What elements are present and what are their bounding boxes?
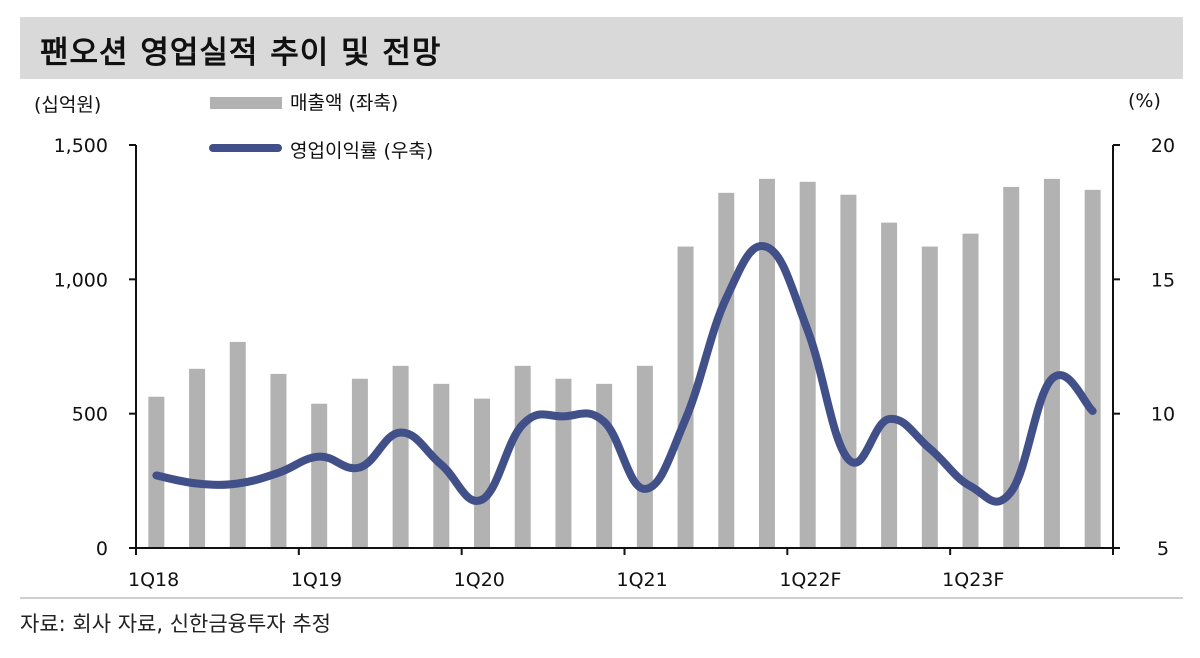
bar bbox=[1043, 178, 1060, 549]
bar bbox=[677, 246, 694, 548]
bar bbox=[921, 246, 938, 548]
bar-series bbox=[148, 178, 1101, 549]
bar bbox=[1003, 186, 1020, 549]
bar bbox=[758, 178, 775, 549]
svg-text:1Q22F: 1Q22F bbox=[779, 569, 841, 591]
left-axis-ticks: 0 500 1,000 1,500 bbox=[54, 135, 136, 560]
legend-bar-swatch bbox=[210, 97, 282, 109]
bar bbox=[474, 398, 491, 548]
svg-text:15: 15 bbox=[1151, 269, 1175, 291]
bar bbox=[636, 365, 653, 548]
svg-text:10: 10 bbox=[1151, 404, 1175, 426]
svg-text:20: 20 bbox=[1151, 135, 1175, 157]
bar bbox=[1084, 189, 1101, 548]
svg-text:1Q20: 1Q20 bbox=[454, 569, 505, 591]
bar bbox=[799, 181, 816, 549]
bar bbox=[840, 194, 857, 548]
legend-bar-label: 매출액 (좌축) bbox=[290, 92, 399, 114]
right-axis-ticks: 5 10 15 20 bbox=[1113, 135, 1175, 560]
title-bar: 팬오션 영업실적 추이 및 전망 bbox=[20, 17, 1183, 79]
bar bbox=[555, 378, 572, 548]
bar bbox=[189, 368, 206, 548]
svg-text:1,500: 1,500 bbox=[54, 135, 108, 157]
legend-line-label: 영업이익률 (우축) bbox=[290, 140, 434, 162]
svg-text:1Q23F: 1Q23F bbox=[942, 569, 1004, 591]
svg-text:1Q18: 1Q18 bbox=[128, 569, 179, 591]
svg-text:500: 500 bbox=[72, 404, 108, 426]
x-axis-ticks: 1Q18 1Q19 1Q20 1Q21 1Q22F 1Q23F bbox=[128, 548, 1114, 591]
svg-text:1,000: 1,000 bbox=[54, 269, 108, 291]
bar bbox=[514, 365, 531, 548]
bar bbox=[881, 222, 898, 549]
svg-text:1Q21: 1Q21 bbox=[617, 569, 668, 591]
svg-text:1Q19: 1Q19 bbox=[291, 569, 342, 591]
bar bbox=[962, 233, 979, 548]
bar bbox=[311, 403, 328, 548]
left-axis-unit: (십억원) bbox=[34, 94, 102, 116]
source-divider bbox=[20, 597, 1183, 599]
bar bbox=[596, 383, 613, 548]
margin-line bbox=[152, 242, 1097, 506]
svg-text:5: 5 bbox=[1157, 538, 1169, 560]
bar bbox=[392, 365, 409, 548]
bar bbox=[270, 373, 287, 548]
source-note: 자료: 회사 자료, 신한금융투자 추정 bbox=[20, 612, 331, 636]
chart-title: 팬오션 영업실적 추이 및 전망 bbox=[40, 35, 442, 71]
svg-text:0: 0 bbox=[96, 538, 108, 560]
legend-line-swatch bbox=[209, 144, 282, 152]
bar bbox=[718, 192, 735, 548]
bar bbox=[229, 341, 246, 548]
right-axis-unit: (%) bbox=[1128, 90, 1161, 112]
